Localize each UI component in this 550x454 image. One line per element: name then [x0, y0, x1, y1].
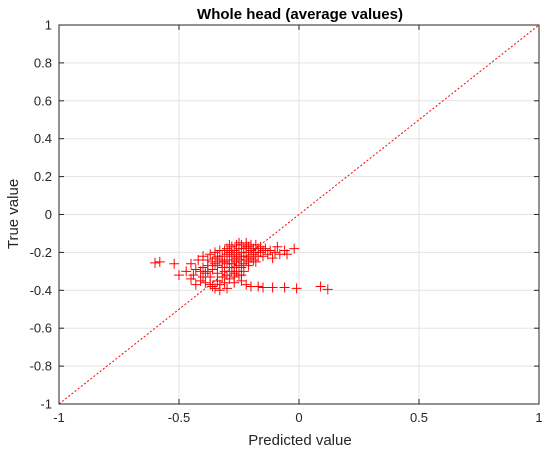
y-tick-label: -0.8 — [30, 359, 52, 374]
data-point — [315, 281, 326, 292]
y-tick-label: -0.2 — [30, 245, 52, 260]
x-tick-label: -0.5 — [168, 410, 190, 425]
data-point — [190, 279, 201, 290]
data-point — [207, 281, 218, 292]
data-point — [258, 251, 268, 262]
data-point — [241, 279, 252, 290]
data-point — [207, 256, 218, 267]
data-point — [174, 270, 184, 281]
data-point — [229, 277, 240, 288]
data-point — [258, 282, 268, 293]
data-point — [265, 245, 276, 256]
data-point — [212, 251, 223, 262]
data-point — [226, 247, 237, 258]
data-point — [241, 241, 252, 252]
data-point — [236, 270, 247, 281]
data-point — [229, 268, 240, 279]
data-point — [224, 239, 235, 250]
data-point — [270, 247, 280, 258]
y-tick-label: 0 — [45, 207, 52, 222]
data-point — [217, 272, 228, 283]
data-point — [181, 266, 192, 277]
data-point — [202, 254, 213, 265]
data-point — [186, 258, 196, 269]
y-tick-label: 0.6 — [34, 93, 52, 108]
data-point — [200, 277, 211, 288]
data-point — [248, 254, 259, 265]
x-tick-label: 0.5 — [410, 410, 428, 425]
data-point — [190, 264, 201, 275]
data-point — [202, 266, 213, 277]
data-point — [150, 257, 160, 268]
x-tick-label: 1 — [535, 410, 542, 425]
y-axis-label: True value — [5, 179, 22, 249]
x-tick-label: 0 — [295, 410, 302, 425]
y-tick-label: 0.2 — [34, 169, 52, 184]
data-point — [186, 273, 196, 284]
data-point — [289, 243, 300, 254]
data-point — [279, 282, 290, 293]
reference-line-layer — [58, 24, 540, 405]
x-axis-label: Predicted value — [248, 432, 351, 449]
identity-reference-line — [58, 24, 540, 405]
y-tick-label: -1 — [40, 397, 52, 412]
data-point — [253, 281, 264, 292]
y-tick-label: -0.4 — [30, 283, 52, 298]
data-point — [231, 253, 242, 264]
data-point — [234, 237, 244, 248]
data-point — [260, 243, 271, 254]
data-points-layer — [150, 237, 333, 296]
y-tick-label: 0.4 — [34, 131, 52, 146]
data-point — [214, 279, 225, 290]
data-point — [198, 272, 208, 283]
chart-title: Whole head (average values) — [197, 6, 403, 23]
data-point — [267, 253, 278, 264]
x-tick-label: -1 — [53, 410, 65, 425]
data-point — [234, 260, 244, 271]
y-axis-ticks: -1 -0.8 -0.6 -0.4 -0.2 0 0.2 0.4 0.6 0.8 1 — [30, 18, 539, 412]
y-tick-label: 0.8 — [34, 55, 52, 70]
data-point — [272, 241, 283, 252]
data-point — [291, 283, 302, 294]
data-point — [322, 284, 333, 295]
x-axis-ticks: -1 -0.5 0 0.5 1 — [53, 25, 543, 425]
data-point — [217, 256, 228, 267]
data-point — [169, 258, 180, 269]
data-point — [267, 282, 278, 293]
data-point — [282, 249, 292, 260]
data-point — [154, 256, 165, 267]
data-point — [222, 283, 232, 294]
y-tick-label: 1 — [45, 18, 52, 33]
y-tick-label: -0.6 — [30, 321, 52, 336]
data-point — [243, 256, 254, 267]
data-point — [219, 245, 230, 256]
